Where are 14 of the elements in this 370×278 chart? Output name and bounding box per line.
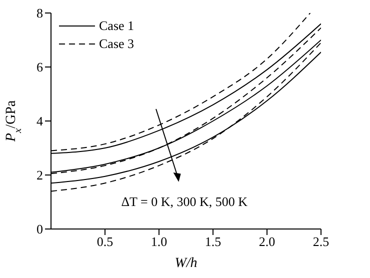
x-axis-title: W/h <box>174 256 198 271</box>
legend-label: Case 3 <box>99 36 134 52</box>
y-tick-label: 4 <box>36 114 44 129</box>
x-tick-label: 0.5 <box>96 234 114 250</box>
y-tick-label: 6 <box>36 60 44 75</box>
x-tick-label: 2.0 <box>258 234 276 250</box>
x-tick-label: 1.0 <box>150 234 168 250</box>
y-tick-label: 8 <box>36 6 43 21</box>
y-tick-label: 0 <box>36 222 43 237</box>
legend-label: Case 1 <box>99 18 134 34</box>
x-tick-label: 2.5 <box>312 234 330 250</box>
y-tick-label: 2 <box>36 168 43 183</box>
x-tick-label: 1.5 <box>204 234 222 250</box>
annotation: ΔT = 0 K, 300 K, 500 K <box>121 194 248 210</box>
